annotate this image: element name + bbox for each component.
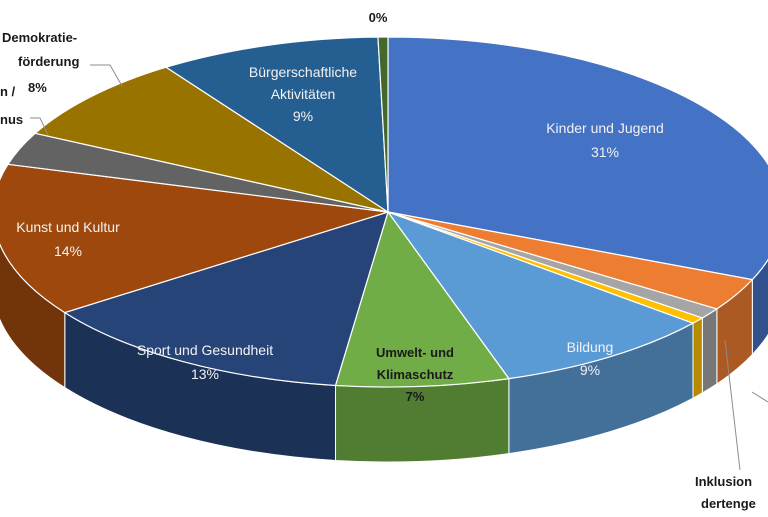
leader-line-left <box>30 117 49 136</box>
slice-labels: Kinder und Jugend 31% Bildung 9% Umwelt- und… <box>0 10 768 511</box>
leader-line-demokratiefoerderung <box>90 64 123 87</box>
label-sport-und-gesundheit: Sport und Gesundheit 13% <box>137 342 273 382</box>
label-dertenge-partial: dertenge <box>701 496 756 511</box>
label-demokratiefoerderung-value: 8% <box>28 80 47 95</box>
pie-slice-0 <box>387 36 768 281</box>
pie-slice-5 <box>334 210 510 388</box>
pie-slice-7 <box>0 163 389 314</box>
pie-slice-4 <box>386 210 695 380</box>
pie-slice-10 <box>164 36 389 214</box>
pie-slice-6 <box>63 211 389 387</box>
label-top-slice-value: 0% <box>369 10 388 25</box>
pie-side-2 <box>701 308 718 394</box>
pie-slice-11 <box>377 36 389 213</box>
pie-slices <box>0 36 768 388</box>
label-left-partial-1: n / <box>0 84 16 99</box>
leader-line-right <box>751 391 768 403</box>
label-kunst-und-kultur: Kunst und Kultur 14% <box>16 219 120 259</box>
leader-line-inklusion <box>724 339 741 471</box>
label-left-partial-2: nus <box>0 112 23 127</box>
label-kinder-und-jugend: Kinder und Jugend 31% <box>546 120 664 160</box>
pie-slice-9 <box>33 66 389 213</box>
label-demokratiefoerderung: Demokratie-förderung <box>2 30 79 69</box>
label-umwelt-und-klimaschutz: Umwelt- und Klimaschutz 7% <box>376 345 454 404</box>
label-inklusion-partial: Inklusion <box>695 474 752 489</box>
pie-side-3 <box>692 317 703 400</box>
pie-side-walls <box>0 243 768 463</box>
label-buergerschaftliche-aktivitaeten: Bürgerschaftliche Aktivitäten 9% <box>249 64 357 124</box>
label-bildung: Bildung 9% <box>567 339 614 378</box>
